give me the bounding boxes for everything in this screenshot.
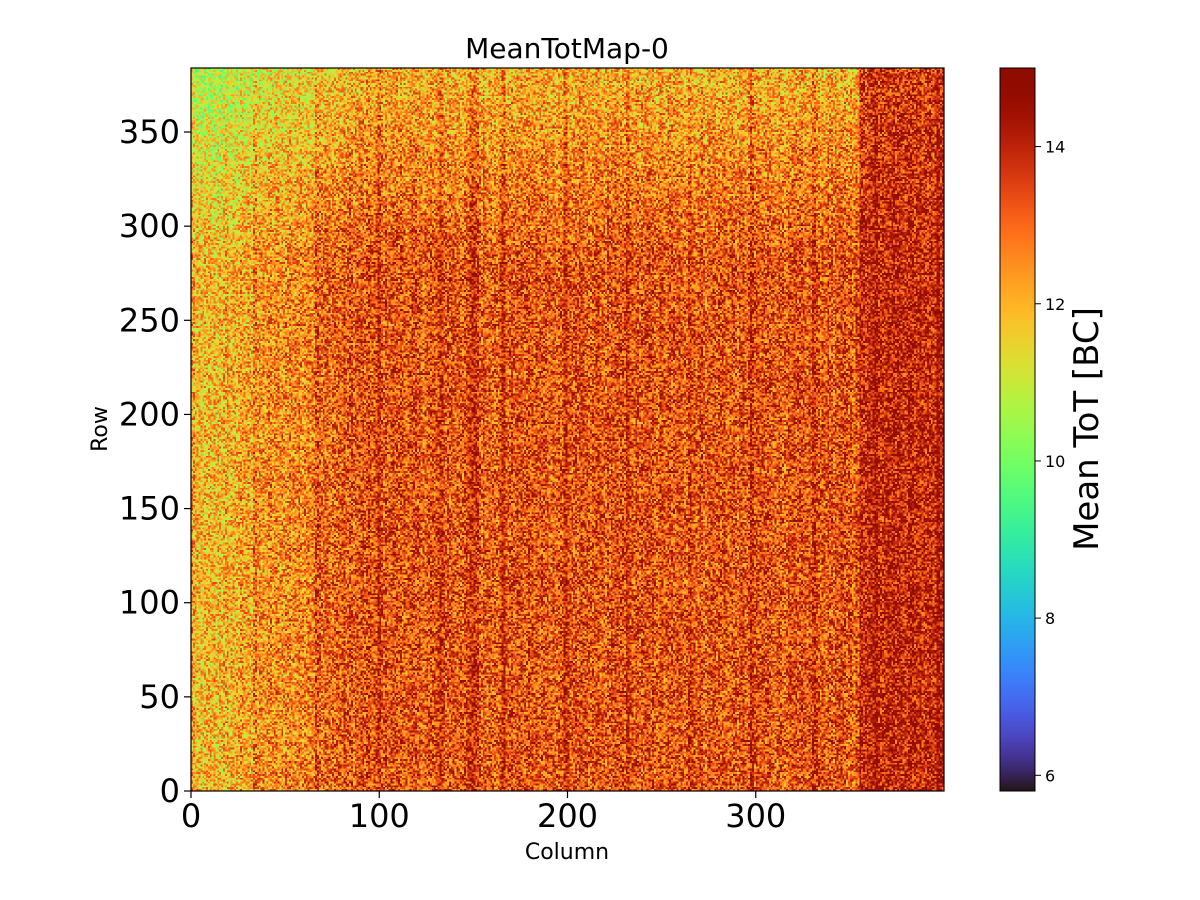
heatmap-image <box>191 68 944 791</box>
colorbar-label: Mean ToT [BC] <box>1067 307 1107 551</box>
y-tick-label: 50 <box>139 678 180 716</box>
x-tick-label: 200 <box>537 797 598 835</box>
chart-title: MeanTotMap-0 <box>465 32 669 65</box>
y-tick-label: 0 <box>160 772 180 810</box>
y-tick-label: 300 <box>119 207 180 245</box>
colorbar-tick-label: 12 <box>1045 295 1065 314</box>
plot-frame <box>190 67 945 792</box>
colorbar-ticks: 6 8 10 12 14 <box>1035 138 1065 785</box>
colorbar-gradient <box>1000 68 1035 791</box>
x-tick-label: 0 <box>181 797 201 835</box>
colorbar-tick-label: 10 <box>1045 452 1065 471</box>
colorbar-tick-label: 6 <box>1045 766 1055 785</box>
x-axis-ticks: 0 100 200 300 <box>181 791 786 835</box>
y-tick-label: 200 <box>119 395 180 433</box>
x-tick-label: 100 <box>349 797 410 835</box>
x-tick-label: 300 <box>725 797 786 835</box>
y-tick-label: 350 <box>119 113 180 151</box>
colorbar-tick-label: 8 <box>1045 609 1055 628</box>
x-axis-label: Column <box>525 840 609 865</box>
colorbar-tick-label: 14 <box>1045 138 1065 157</box>
y-tick-label: 250 <box>119 301 180 339</box>
y-axis-ticks: 0 50 100 150 200 250 300 350 <box>119 113 191 810</box>
y-axis-label: Row <box>88 406 113 452</box>
colorbar-frame <box>999 67 1036 792</box>
y-tick-label: 100 <box>119 584 180 622</box>
y-tick-label: 150 <box>119 490 180 528</box>
